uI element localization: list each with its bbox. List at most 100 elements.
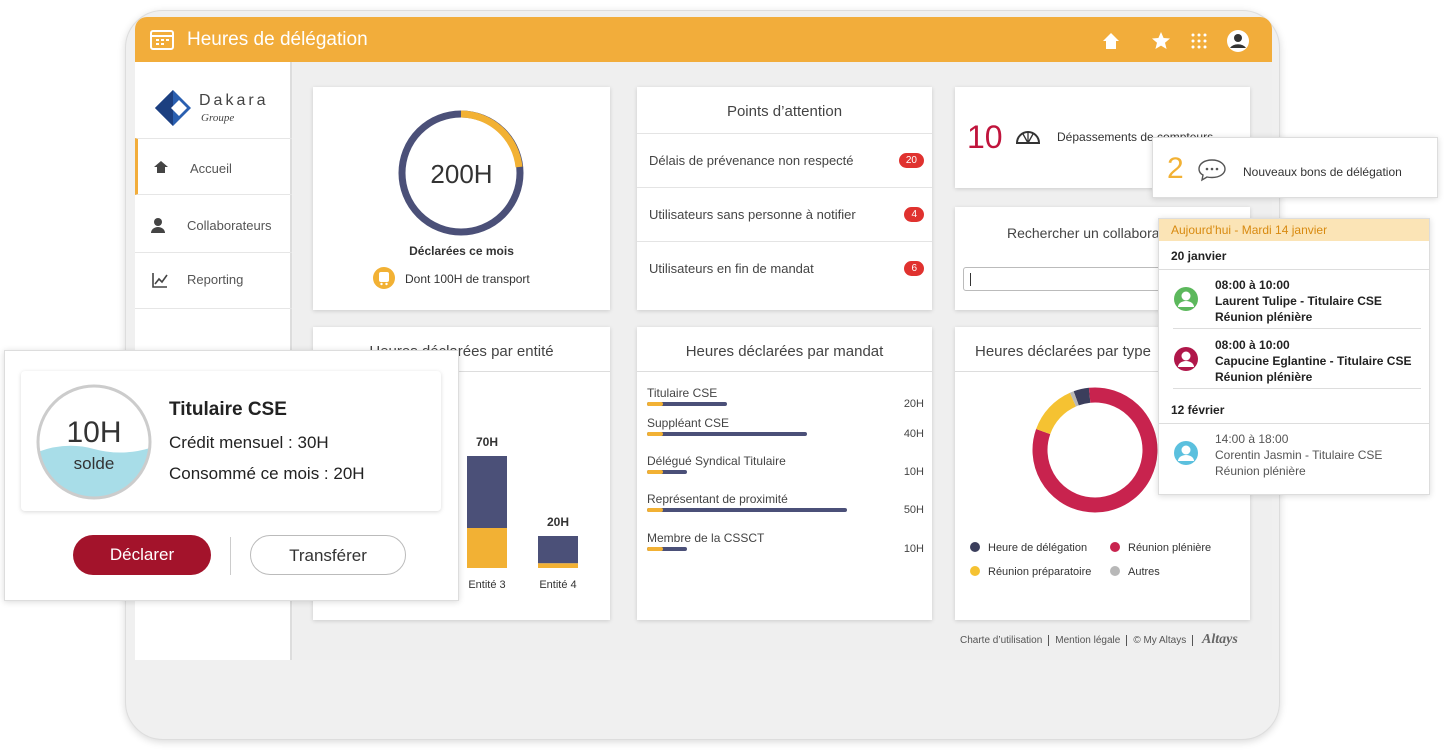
nav-item[interactable]: Accueil	[135, 138, 292, 195]
footer-link[interactable]: Charte d’utilisation	[960, 635, 1050, 646]
monthly-card: 200H Déclarées ce mois Dont 100H de tran…	[313, 87, 610, 310]
decoration	[1203, 45, 1207, 49]
nav-label[interactable]: Reporting	[187, 272, 244, 287]
type-segment	[1073, 387, 1091, 406]
entity-bar-segment	[467, 528, 507, 568]
transfer-button[interactable]: Transférer	[250, 535, 406, 575]
decoration	[152, 273, 168, 288]
balance-label: solde	[73, 454, 115, 473]
decoration	[36, 384, 152, 500]
avatar-body	[1178, 301, 1194, 307]
decoration	[385, 282, 388, 286]
event-type: Réunion plénière	[1215, 310, 1313, 324]
mandate-category: Titulaire CSE	[647, 386, 717, 400]
legend-swatch	[1110, 566, 1120, 576]
brand-tagline: Groupe	[201, 112, 235, 124]
type-title: Heures déclarées par type	[975, 343, 1151, 360]
agenda-date: 20 janvier	[1171, 249, 1227, 263]
entity-bar-segment	[538, 563, 578, 568]
footer-link[interactable]: Mention légale	[1049, 635, 1128, 646]
balance-gauge	[36, 384, 152, 500]
agenda-date: 12 février	[1171, 403, 1225, 417]
mandate-title: Heures déclarées par mandat	[685, 343, 884, 360]
mandate-value-label: 40H	[904, 428, 924, 440]
agenda-divider	[1159, 423, 1429, 424]
decoration	[150, 30, 174, 50]
mandate-value-label: 50H	[904, 504, 924, 516]
monthly-gauge	[398, 110, 524, 236]
decoration	[230, 537, 231, 575]
mandate-chart: Titulaire CSE 20H Suppléant CSE 40H Délégué …	[647, 386, 924, 555]
app-header: Heures de délégation	[135, 17, 1272, 62]
avatar	[1174, 287, 1198, 311]
mandate-value-label: 10H	[904, 466, 924, 478]
avatar-head	[1181, 351, 1191, 361]
decoration	[1022, 132, 1034, 144]
decoration	[151, 35, 173, 45]
mandate-bar	[647, 432, 807, 436]
event-type: Réunion plénière	[1215, 464, 1306, 478]
avatar-head	[1181, 445, 1191, 455]
balance-card: 10H solde Titulaire CSE Crédit mensuel :…	[21, 371, 441, 511]
nav-item[interactable]: Collaborateurs	[135, 196, 292, 253]
legend-label: Autres	[1128, 566, 1160, 578]
decoration	[637, 371, 932, 372]
decoration	[1197, 45, 1201, 49]
attention-row: Délais de prévenance non respecté 20	[637, 133, 932, 187]
agenda-card: Aujourd’hui - Mardi 14 janvier 20 janvie…	[1158, 218, 1430, 495]
event-text: 08:00 à 10:00 Laurent Tulipe - Titulaire …	[1215, 277, 1382, 325]
balance-role: Titulaire CSE	[169, 399, 287, 420]
avatar-body	[1178, 455, 1194, 461]
agenda-event: 08:00 à 10:00 Laurent Tulipe - Titulaire …	[1173, 269, 1421, 329]
decoration	[460, 110, 523, 168]
event-text: 08:00 à 10:00 Capucine Eglantine - Titula…	[1215, 337, 1411, 385]
mandate-category: Membre de la CSSCT	[647, 531, 765, 545]
decoration	[313, 371, 610, 372]
calendar-icon	[150, 30, 174, 50]
decoration	[970, 273, 971, 286]
agenda-divider	[1159, 269, 1429, 270]
decoration	[151, 227, 165, 233]
header-icons[interactable]	[1101, 30, 1251, 52]
entity-category: Entité 3	[468, 579, 505, 591]
decoration	[1197, 33, 1201, 37]
footer-link[interactable]: © My Altays	[1127, 635, 1194, 646]
decoration	[1198, 159, 1226, 182]
entity-chart: 70H Entité 3 20H Entité 4	[467, 435, 578, 591]
mandate-bar	[647, 402, 727, 406]
decoration	[1230, 44, 1246, 48]
attention-label: Délais de prévenance non respecté	[649, 153, 854, 168]
footer-logo: Altays	[1202, 632, 1238, 647]
avatar-head	[1181, 291, 1191, 301]
app-title: Heures de délégation	[187, 29, 368, 50]
legend-swatch	[970, 542, 980, 552]
mandate-category: Délégué Syndical Titulaire	[647, 454, 786, 468]
decoration	[151, 218, 165, 233]
nav-label[interactable]: Accueil	[190, 161, 232, 176]
mandate-category: Représentant de proximité	[647, 492, 788, 506]
attention-title: Points d’attention	[726, 103, 843, 120]
decoration	[1210, 167, 1214, 171]
declare-button[interactable]: Déclarer	[73, 535, 211, 575]
balance-value: 10H	[66, 416, 122, 449]
legend-swatch	[970, 566, 980, 576]
decoration	[155, 90, 173, 126]
search-title: Rechercher un collaborateur	[1007, 225, 1184, 241]
agenda-today: Aujourd’hui - Mardi 14 janvier	[1159, 219, 1429, 241]
event-time: 14:00 à 18:00	[1215, 432, 1289, 446]
nav-item[interactable]: Reporting	[135, 254, 292, 309]
nav-label[interactable]: Collaborateurs	[187, 218, 272, 233]
decoration	[1152, 32, 1170, 49]
event-type: Réunion plénière	[1215, 370, 1313, 384]
decoration	[1205, 167, 1209, 171]
footer: Charte d’utilisation Mention légale © My A…	[960, 632, 1238, 648]
balance-panel: 10H solde Titulaire CSE Crédit mensuel :…	[4, 350, 459, 601]
balance-consumed: Consommé ce mois : 20H	[169, 464, 365, 483]
overruns-count: 10	[967, 119, 1003, 155]
chat-icon	[1198, 159, 1226, 182]
attention-count: 4	[904, 207, 924, 222]
decoration	[154, 161, 168, 173]
mandate-category: Suppléant CSE	[647, 416, 729, 430]
type-segment	[1032, 387, 1158, 513]
